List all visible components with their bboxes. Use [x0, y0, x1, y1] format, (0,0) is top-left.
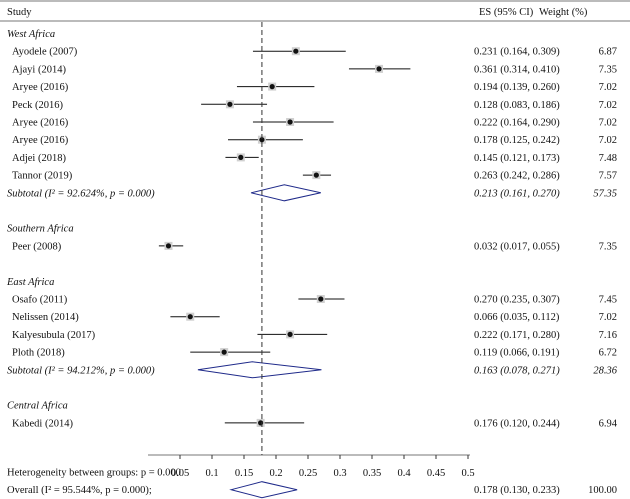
study-label: Aryee (2016) [12, 82, 69, 93]
point-estimate [227, 101, 233, 107]
es-ci-value: 0.176 (0.120, 0.244) [474, 418, 560, 429]
point-estimate [238, 154, 244, 160]
point-estimate [187, 314, 193, 320]
study-label: Nelissen (2014) [12, 312, 79, 323]
weight-value: 7.35 [599, 64, 617, 75]
x-tick-label: 0.3 [333, 468, 346, 479]
point-estimate [258, 420, 264, 426]
weight-value: 7.02 [599, 100, 617, 111]
es-ci-value: 0.119 (0.066, 0.191) [474, 348, 560, 359]
point-estimate [269, 84, 275, 90]
es-ci-value: 0.194 (0.139, 0.260) [474, 82, 560, 93]
study-label: Kalyesubula (2017) [12, 330, 96, 341]
weight-value: 6.94 [599, 418, 618, 429]
subtotal-label: Subtotal (I² = 92.624%, p = 0.000) [7, 188, 155, 199]
study-label: Kabedi (2014) [12, 418, 73, 429]
pooled-estimate-diamond [229, 481, 298, 499]
point-estimate [287, 119, 293, 125]
x-tick-label: 0.05 [171, 468, 189, 479]
study-label: Aryee (2016) [12, 135, 69, 146]
point-estimate [318, 296, 324, 302]
weight-value: 6.72 [599, 348, 617, 359]
plot-frame [0, 0, 630, 456]
x-tick-label: 0.4 [397, 468, 411, 479]
study-label: Ayodele (2007) [12, 47, 78, 58]
x-tick-label: 0.15 [235, 468, 253, 479]
es-ci-value: 0.231 (0.164, 0.309) [474, 47, 560, 58]
weight-value: 6.87 [599, 47, 617, 58]
study-label: Peer (2008) [12, 241, 62, 252]
es-ci-value: 0.128 (0.083, 0.186) [474, 100, 560, 111]
x-tick-label: 0.25 [299, 468, 317, 479]
study-label: Ajayi (2014) [12, 64, 66, 75]
weight-value: 7.35 [599, 241, 617, 252]
study-column-header: Study [7, 7, 32, 18]
study-label: Tannor (2019) [12, 171, 73, 182]
subtotal-es-ci: 0.213 (0.161, 0.270) [474, 188, 560, 199]
x-tick-label: 0.35 [363, 468, 381, 479]
es-ci-value: 0.361 (0.314, 0.410) [474, 64, 560, 75]
pooled-estimate-diamond [250, 184, 321, 202]
es-ci-value: 0.270 (0.235, 0.307) [474, 295, 560, 306]
es-ci-value: 0.032 (0.017, 0.055) [474, 241, 560, 252]
point-estimate [165, 243, 172, 249]
overall-weight: 100.00 [588, 485, 617, 496]
heterogeneity-text: Heterogeneity between groups: p = 0.000 [7, 468, 181, 479]
weight-value: 7.16 [599, 330, 617, 341]
weight-value: 7.48 [599, 153, 617, 164]
x-tick-label: 0.45 [427, 468, 445, 479]
subtotal-es-ci: 0.163 (0.078, 0.271) [474, 365, 560, 376]
es-ci-value: 0.145 (0.121, 0.173) [474, 153, 560, 164]
study-label: Ploth (2018) [12, 348, 65, 359]
overall-es-ci: 0.178 (0.130, 0.233) [474, 485, 560, 496]
es-ci-value: 0.222 (0.171, 0.280) [474, 330, 560, 341]
x-tick-label: 0.5 [461, 468, 474, 479]
group-heading: Central Africa [7, 401, 68, 412]
x-axis: 0.05 0.1 0.15 0.2 0.25 0.3 0.35 0.4 0.45 0.5 [171, 22, 475, 479]
weight-value: 7.02 [599, 135, 617, 146]
es-ci-value: 0.178 (0.125, 0.242) [474, 135, 560, 146]
weight-column-header: Weight (%) [539, 7, 588, 18]
weight-value: 7.45 [599, 295, 617, 306]
point-estimate [376, 66, 382, 72]
es-ci-value: 0.263 (0.242, 0.286) [474, 171, 560, 182]
x-tick-label: 0.2 [269, 468, 282, 479]
study-label: Peck (2016) [12, 100, 64, 111]
group-heading: West Africa [7, 29, 55, 40]
study-label: Aryee (2016) [12, 118, 69, 129]
point-estimate [221, 349, 227, 355]
es-ci-value: 0.222 (0.164, 0.290) [474, 118, 560, 129]
group-heading: East Africa [6, 277, 54, 288]
point-estimate [287, 331, 293, 337]
forest-rows: West Africa Ayodele (2007) 0.231 (0.164, 0… [6, 29, 618, 499]
es-ci-value: 0.066 (0.035, 0.112) [474, 312, 560, 323]
column-headers: Study ES (95% CI) Weight (%) [7, 7, 588, 18]
point-estimate [293, 48, 299, 54]
study-label: Osafo (2011) [12, 295, 68, 306]
point-estimate [313, 172, 319, 178]
subtotal-weight: 28.36 [593, 365, 617, 376]
es-column-header: ES (95% CI) [479, 7, 534, 18]
group-heading: Southern Africa [7, 224, 74, 235]
pooled-estimate-diamond [197, 361, 322, 379]
weight-value: 7.02 [599, 312, 617, 323]
subtotal-label: Subtotal (I² = 94.212%, p = 0.000) [7, 365, 155, 376]
study-label: Adjei (2018) [12, 153, 66, 164]
weight-value: 7.02 [599, 82, 617, 93]
x-tick-label: 0.1 [205, 468, 218, 479]
point-estimate [259, 137, 265, 143]
weight-value: 7.57 [599, 171, 617, 182]
overall-label: Overall (I² = 95.544%, p = 0.000); [7, 485, 152, 496]
weight-value: 7.02 [599, 118, 617, 129]
subtotal-weight: 57.35 [593, 188, 617, 199]
